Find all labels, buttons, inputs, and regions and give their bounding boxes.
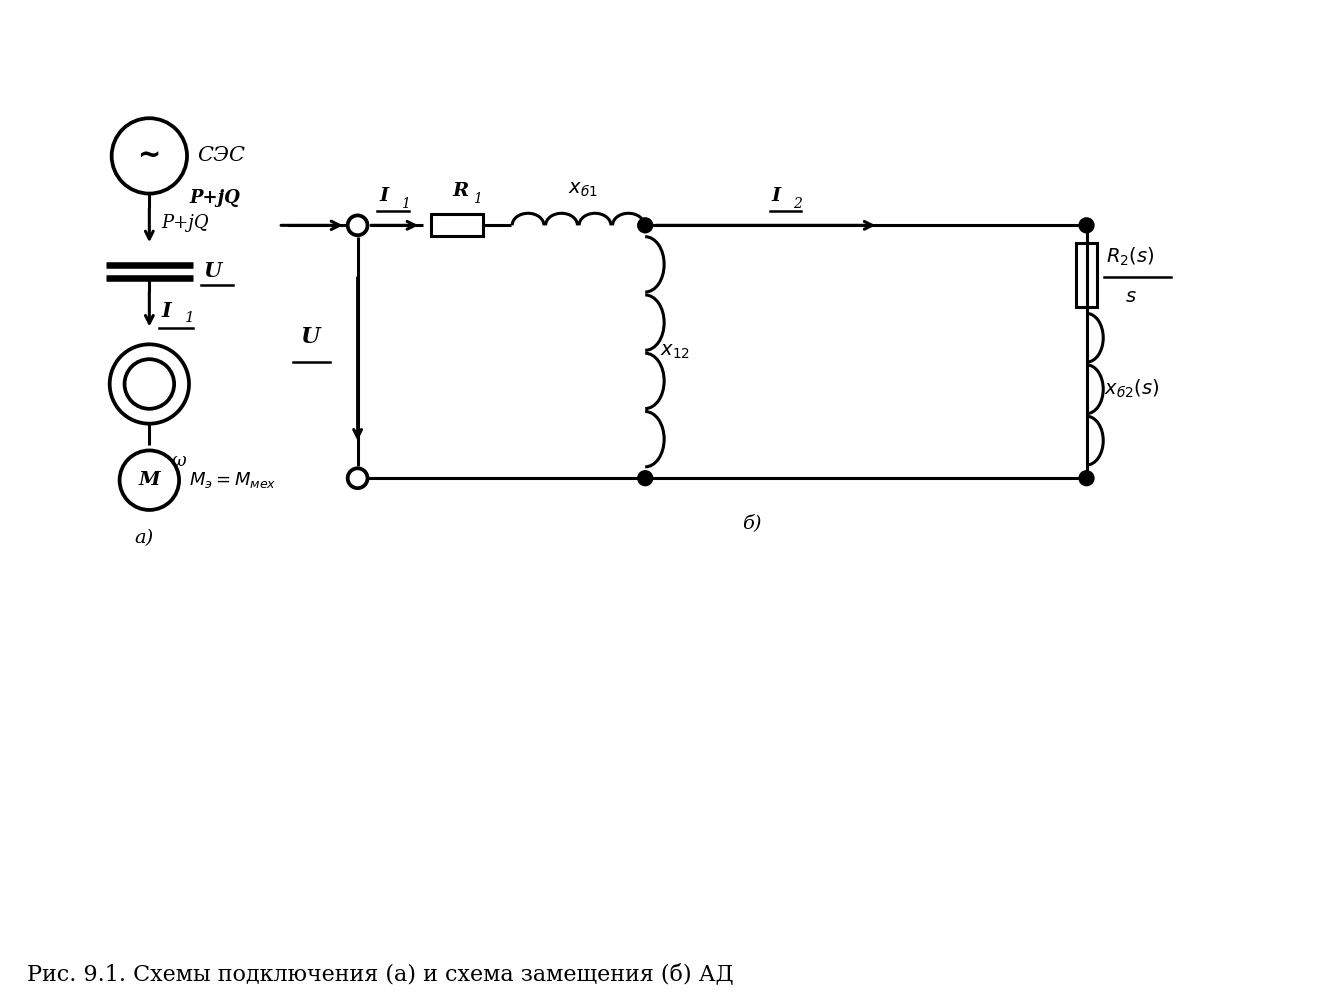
Circle shape (347, 216, 367, 235)
Circle shape (111, 118, 188, 194)
Circle shape (1079, 218, 1093, 233)
Text: $M_э = M_{мех}$: $M_э = M_{мех}$ (189, 470, 276, 490)
Bar (1076, 243, 1097, 307)
Text: ω: ω (172, 453, 186, 471)
Text: I: I (772, 186, 781, 205)
Text: I: I (161, 300, 172, 321)
Text: 1: 1 (401, 197, 410, 211)
Text: б): б) (742, 514, 761, 532)
Text: ~: ~ (138, 142, 161, 170)
Text: $R_2(s)$: $R_2(s)$ (1107, 246, 1155, 268)
Text: $x_{б2}(s)$: $x_{б2}(s)$ (1104, 378, 1160, 400)
Circle shape (638, 471, 653, 486)
Text: M: M (138, 471, 161, 489)
Circle shape (1079, 471, 1093, 486)
Circle shape (638, 218, 653, 233)
Text: U: U (202, 261, 221, 281)
Text: I: I (379, 186, 389, 205)
Text: 2: 2 (793, 197, 803, 211)
Bar (431, 215, 482, 236)
Text: СЭС: СЭС (197, 146, 245, 165)
Text: $x_{12}$: $x_{12}$ (661, 343, 690, 361)
Text: 1: 1 (473, 192, 481, 206)
Text: R: R (453, 181, 469, 200)
Text: P+jQ: P+jQ (161, 215, 209, 232)
Text: $x_{б1}$: $x_{б1}$ (568, 180, 598, 199)
Text: Рис. 9.1. Схемы подключения (а) и схема замещения (б) АД: Рис. 9.1. Схемы подключения (а) и схема … (27, 963, 734, 985)
Circle shape (119, 451, 180, 510)
Text: $s$: $s$ (1126, 287, 1138, 305)
Circle shape (347, 469, 367, 488)
Text: а): а) (134, 529, 154, 546)
Text: U: U (300, 326, 320, 348)
Circle shape (110, 345, 189, 423)
Text: 1: 1 (185, 310, 194, 325)
Text: P+jQ: P+jQ (189, 188, 240, 207)
